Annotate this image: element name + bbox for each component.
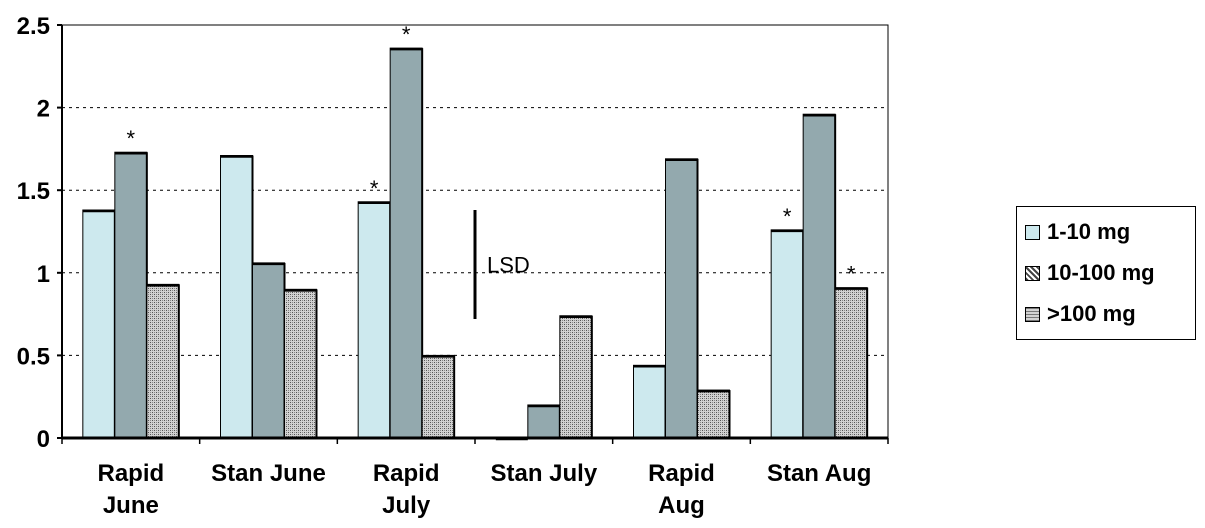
bar <box>527 404 561 439</box>
bar <box>82 209 116 439</box>
axes <box>57 24 889 444</box>
x-tick-label: Rapid <box>97 460 164 487</box>
bar <box>284 288 317 439</box>
legend-item-1: 1-10 mg <box>1025 217 1130 247</box>
bar <box>146 283 180 439</box>
bar <box>252 262 285 439</box>
y-tick-label: 2.5 <box>17 13 50 40</box>
significance-marker: * <box>783 204 792 229</box>
x-tick-label: July <box>382 492 431 519</box>
significance-marker: * <box>370 176 379 201</box>
bar <box>421 354 455 439</box>
bar <box>357 201 391 439</box>
legend-swatch-gt-100-mg <box>1025 306 1040 322</box>
labels: 0 0.5 1 1.5 2 2.5 Rapid June Stan June Rapid July S… <box>17 13 872 519</box>
bar <box>559 315 593 439</box>
lsd-label: LSD <box>487 253 530 278</box>
bar <box>389 47 423 439</box>
x-tick-label: Stan June <box>211 460 326 487</box>
x-tick-label: Rapid <box>373 460 440 487</box>
legend-label: 1-10 mg <box>1047 219 1131 244</box>
y-tick-label: 0 <box>37 426 50 453</box>
y-tick-label: 0.5 <box>17 343 50 370</box>
significance-marker: * <box>127 126 136 151</box>
bar <box>633 364 666 439</box>
legend-label: >100 mg <box>1047 301 1136 326</box>
legend-item-2: 10-100 mg <box>1025 258 1155 288</box>
legend-swatch-1-10-mg <box>1025 224 1040 240</box>
y-tick-label: 2 <box>37 96 50 123</box>
significance-marker: * <box>402 22 411 47</box>
bar <box>802 113 836 439</box>
bar <box>834 287 868 439</box>
bars <box>82 47 869 441</box>
legend: 1-10 mg 10-100 mg >100 mg <box>1016 206 1196 340</box>
x-tick-label: Rapid <box>648 460 715 487</box>
x-tick-label: Aug <box>658 492 705 519</box>
x-tick-label: Stan Aug <box>767 460 871 487</box>
bar <box>665 158 698 439</box>
significance-marker: * <box>847 262 856 287</box>
bar <box>114 151 148 439</box>
bar <box>770 229 804 439</box>
x-tick-label: Stan July <box>490 460 597 487</box>
legend-item-3: >100 mg <box>1025 299 1136 329</box>
bar <box>220 155 253 439</box>
bar <box>697 389 730 439</box>
y-tick-label: 1 <box>37 261 50 288</box>
y-tick-label: 1.5 <box>17 178 50 205</box>
x-tick-label: June <box>103 492 159 519</box>
legend-swatch-10-100-mg <box>1025 265 1040 281</box>
legend-label: 10-100 mg <box>1047 260 1155 285</box>
